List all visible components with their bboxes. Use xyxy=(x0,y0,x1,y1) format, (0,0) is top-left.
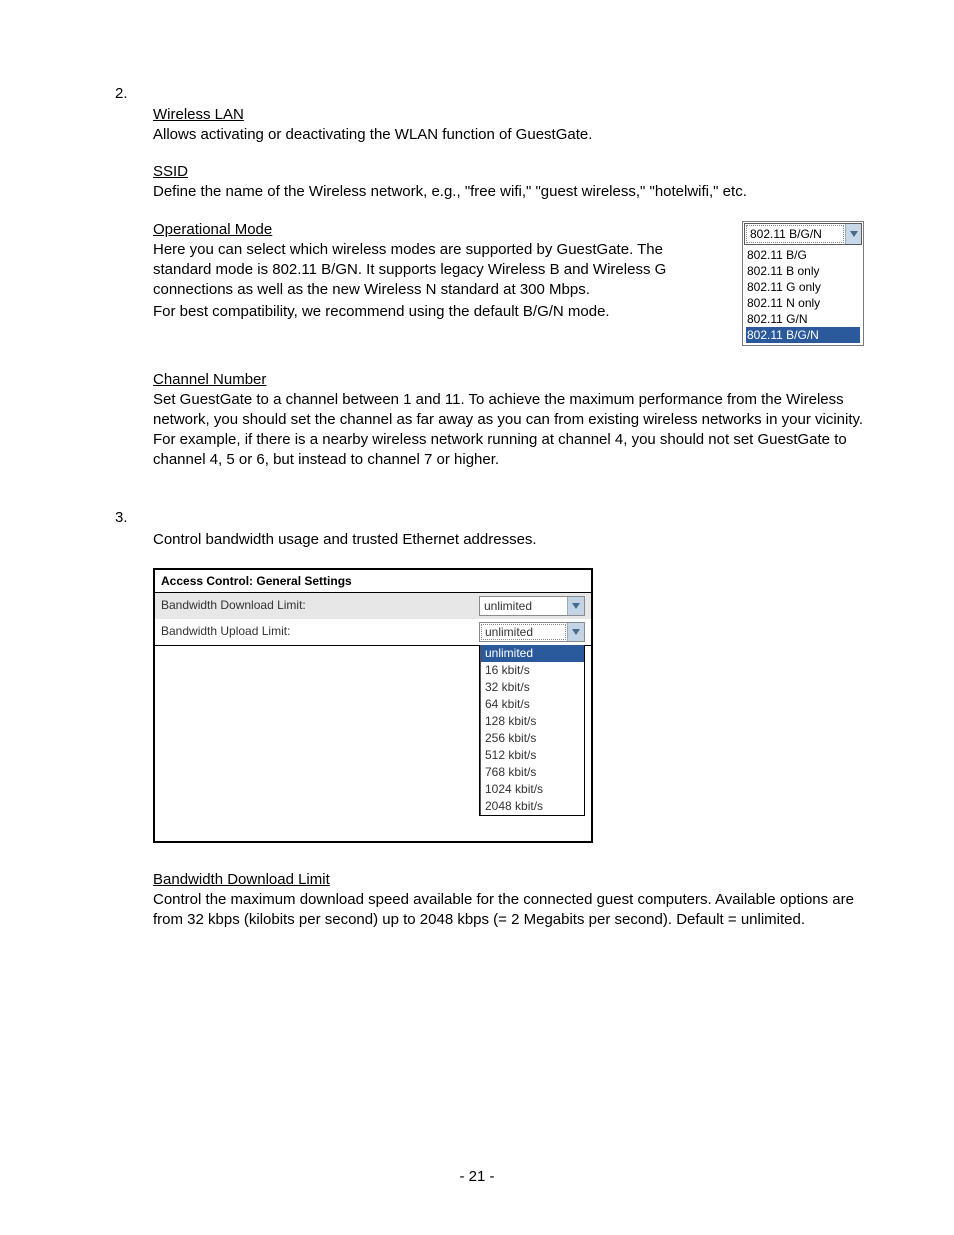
select-option[interactable]: 1024 kbit/s xyxy=(481,781,584,798)
dropdown-option[interactable]: 802.11 B/G/N xyxy=(746,327,860,343)
dropdown-selected[interactable]: 802.11 B/G/N xyxy=(744,223,862,245)
select-option[interactable]: 32 kbit/s xyxy=(481,679,584,696)
select-option[interactable]: 64 kbit/s xyxy=(481,696,584,713)
text-section3-intro: Control bandwidth usage and trusted Ethe… xyxy=(153,530,864,550)
page-number: - 21 - xyxy=(0,1168,954,1185)
dropdown-selected-value: 802.11 B/G/N xyxy=(746,225,844,243)
select-options-list: unlimited16 kbit/s32 kbit/s64 kbit/s128 … xyxy=(479,645,585,816)
heading-bandwidth-download-limit: Bandwidth Download Limit xyxy=(153,871,864,888)
document-page: 2. Wireless LAN Allows activating or dea… xyxy=(0,0,954,1235)
heading-operational-mode: Operational Mode xyxy=(153,221,713,238)
dropdown-option[interactable]: 802.11 G only xyxy=(746,279,860,295)
select-value: unlimited xyxy=(480,597,567,615)
access-control-table: Access Control: General Settings Bandwid… xyxy=(153,568,593,843)
heading-ssid: SSID xyxy=(153,163,864,180)
select-cell: unlimited xyxy=(479,593,591,619)
select-option[interactable]: 16 kbit/s xyxy=(481,662,584,679)
row-label: Bandwidth Upload Limit: xyxy=(155,619,479,645)
list-number-3: 3. xyxy=(115,509,864,526)
operational-mode-block: Operational Mode Here you can select whi… xyxy=(153,221,864,323)
text-wireless-lan: Allows activating or deactivating the WL… xyxy=(153,125,864,145)
chevron-down-icon xyxy=(845,224,861,244)
select-option[interactable]: 2048 kbit/s xyxy=(481,798,584,815)
select-option[interactable]: unlimited xyxy=(481,645,584,662)
text-ssid: Define the name of the Wireless network,… xyxy=(153,182,864,202)
select-value: unlimited xyxy=(481,624,566,640)
heading-wireless-lan: Wireless LAN xyxy=(153,106,864,123)
section2-content: Wireless LAN Allows activating or deacti… xyxy=(153,106,864,471)
text-opmode-2: For best compatibility, we recommend usi… xyxy=(153,302,713,322)
dropdown-options-list: 802.11 B/G802.11 B only802.11 G only802.… xyxy=(743,246,863,345)
list-number-2: 2. xyxy=(115,85,864,102)
bandwidth-select[interactable]: unlimited xyxy=(479,622,585,642)
dropdown-option[interactable]: 802.11 B/G xyxy=(746,247,860,263)
chevron-down-icon xyxy=(567,597,584,615)
heading-channel-number: Channel Number xyxy=(153,371,864,388)
dropdown-option[interactable]: 802.11 N only xyxy=(746,295,860,311)
access-control-header: Access Control: General Settings xyxy=(155,570,591,593)
table-row: Bandwidth Upload Limit:unlimitedunlimite… xyxy=(155,619,591,645)
bandwidth-select[interactable]: unlimited xyxy=(479,596,585,616)
chevron-down-icon xyxy=(567,623,584,641)
text-channel-number: Set GuestGate to a channel between 1 and… xyxy=(153,390,864,471)
dropdown-option[interactable]: 802.11 B only xyxy=(746,263,860,279)
select-cell: unlimitedunlimited16 kbit/s32 kbit/s64 k… xyxy=(479,619,591,645)
select-option[interactable]: 512 kbit/s xyxy=(481,747,584,764)
select-option[interactable]: 128 kbit/s xyxy=(481,713,584,730)
table-row: Bandwidth Download Limit:unlimited xyxy=(155,593,591,619)
operational-mode-dropdown[interactable]: 802.11 B/G/N 802.11 B/G802.11 B only802.… xyxy=(742,221,864,346)
select-option[interactable]: 768 kbit/s xyxy=(481,764,584,781)
section3-content: Control bandwidth usage and trusted Ethe… xyxy=(153,530,864,931)
select-option[interactable]: 256 kbit/s xyxy=(481,730,584,747)
row-label: Bandwidth Download Limit: xyxy=(155,593,479,619)
text-bandwidth-download-limit: Control the maximum download speed avail… xyxy=(153,890,864,931)
dropdown-option[interactable]: 802.11 G/N xyxy=(746,311,860,327)
text-opmode-1: Here you can select which wireless modes… xyxy=(153,240,713,301)
